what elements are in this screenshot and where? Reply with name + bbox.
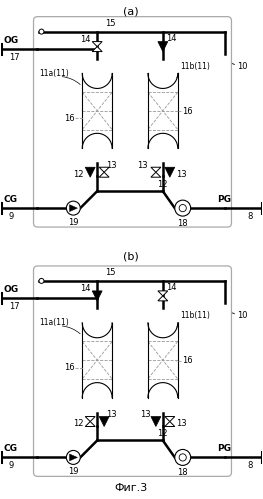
Text: 11a(11): 11a(11) bbox=[39, 318, 69, 327]
Text: 17: 17 bbox=[9, 52, 19, 61]
Text: 18: 18 bbox=[178, 219, 188, 228]
Text: 19: 19 bbox=[68, 468, 79, 477]
Text: 15: 15 bbox=[105, 268, 116, 277]
Polygon shape bbox=[158, 291, 168, 296]
Text: 15: 15 bbox=[105, 18, 116, 27]
Text: 12: 12 bbox=[158, 180, 168, 189]
Circle shape bbox=[39, 29, 44, 34]
Polygon shape bbox=[165, 417, 175, 422]
Text: 13: 13 bbox=[176, 170, 186, 179]
Polygon shape bbox=[151, 172, 161, 177]
Text: 17: 17 bbox=[9, 302, 19, 311]
Text: 12: 12 bbox=[73, 419, 83, 428]
Polygon shape bbox=[165, 422, 175, 427]
Text: 13: 13 bbox=[140, 410, 151, 419]
Text: 10: 10 bbox=[237, 62, 248, 71]
Polygon shape bbox=[151, 167, 161, 172]
Polygon shape bbox=[158, 296, 168, 301]
Text: 16: 16 bbox=[64, 363, 74, 372]
Polygon shape bbox=[85, 167, 95, 177]
Polygon shape bbox=[99, 417, 109, 427]
Circle shape bbox=[179, 454, 186, 461]
Text: 11b(11): 11b(11) bbox=[180, 62, 210, 71]
Text: 14: 14 bbox=[166, 34, 176, 43]
Polygon shape bbox=[69, 205, 78, 212]
Text: 9: 9 bbox=[9, 462, 14, 471]
Text: 19: 19 bbox=[68, 218, 79, 227]
Text: 16: 16 bbox=[182, 356, 192, 365]
Text: CG: CG bbox=[4, 445, 18, 454]
FancyBboxPatch shape bbox=[33, 266, 231, 477]
Polygon shape bbox=[165, 167, 175, 177]
Text: CG: CG bbox=[4, 195, 18, 204]
Circle shape bbox=[39, 278, 44, 283]
Text: 11b(11): 11b(11) bbox=[180, 311, 210, 320]
Circle shape bbox=[175, 450, 191, 466]
Text: Фиг.3: Фиг.3 bbox=[114, 484, 148, 494]
Circle shape bbox=[66, 201, 80, 215]
Polygon shape bbox=[92, 41, 102, 46]
Text: 10: 10 bbox=[237, 311, 248, 320]
Text: 8: 8 bbox=[247, 462, 253, 471]
Text: PG: PG bbox=[218, 445, 231, 454]
Text: (a): (a) bbox=[123, 6, 139, 16]
Text: 14: 14 bbox=[80, 35, 90, 44]
Polygon shape bbox=[158, 41, 168, 51]
Polygon shape bbox=[85, 417, 95, 422]
Text: 18: 18 bbox=[178, 469, 188, 478]
FancyBboxPatch shape bbox=[33, 16, 231, 227]
Text: 12: 12 bbox=[158, 430, 168, 439]
Text: 13: 13 bbox=[106, 410, 117, 419]
Text: OG: OG bbox=[4, 285, 19, 294]
Polygon shape bbox=[151, 417, 161, 427]
Text: 12: 12 bbox=[73, 170, 83, 179]
Polygon shape bbox=[85, 422, 95, 427]
Text: (b): (b) bbox=[123, 252, 139, 262]
Polygon shape bbox=[99, 167, 109, 172]
Text: 9: 9 bbox=[9, 212, 14, 221]
Text: 16: 16 bbox=[64, 114, 74, 123]
Text: 13: 13 bbox=[176, 419, 186, 428]
Text: 13: 13 bbox=[106, 161, 117, 170]
Circle shape bbox=[179, 205, 186, 212]
Text: 13: 13 bbox=[137, 161, 148, 170]
Polygon shape bbox=[92, 46, 102, 51]
Polygon shape bbox=[69, 454, 78, 461]
Polygon shape bbox=[99, 172, 109, 177]
Text: 11a(11): 11a(11) bbox=[39, 69, 69, 78]
Text: OG: OG bbox=[4, 35, 19, 44]
Polygon shape bbox=[92, 291, 102, 301]
Circle shape bbox=[66, 451, 80, 465]
Text: 14: 14 bbox=[166, 283, 176, 292]
Text: 16: 16 bbox=[182, 107, 192, 116]
Circle shape bbox=[175, 200, 191, 216]
Text: PG: PG bbox=[218, 195, 231, 204]
Text: 8: 8 bbox=[247, 212, 253, 221]
Text: 14: 14 bbox=[80, 284, 90, 293]
